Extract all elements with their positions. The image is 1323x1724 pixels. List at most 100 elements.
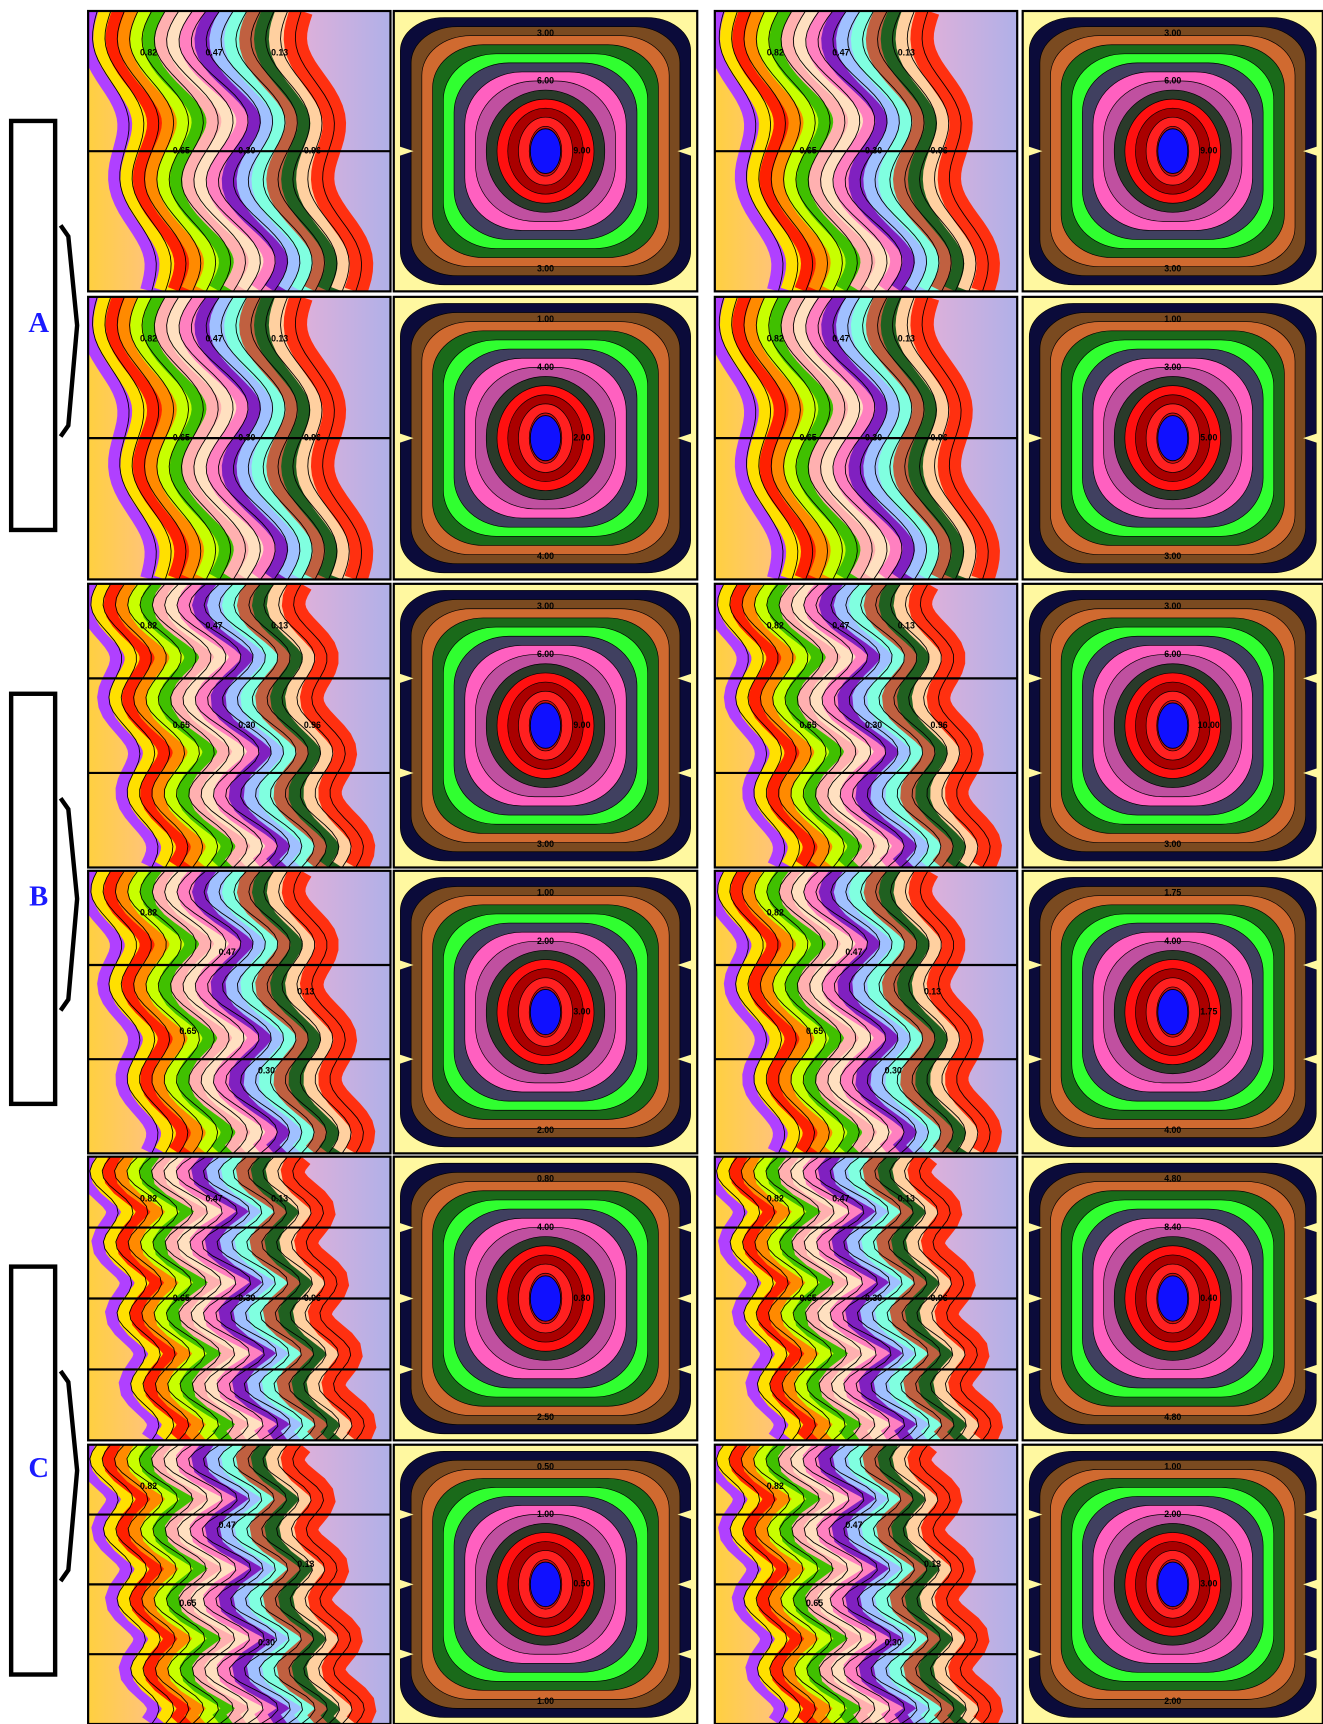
arrow [58, 796, 80, 1012]
contour-label: 0.65 [173, 1293, 190, 1303]
notch [677, 958, 698, 972]
contour-label: 0.82 [767, 334, 784, 344]
notch [1303, 1220, 1323, 1235]
contour-line [766, 583, 845, 868]
contour-label: 0.96 [931, 720, 948, 730]
contour-line [875, 870, 954, 1154]
panel: 0.82 0.65 0.47 0.30 0.13 0.96 [88, 10, 391, 292]
notch [1303, 1362, 1323, 1377]
contour-label: 0.13 [924, 987, 941, 997]
notch [677, 1220, 698, 1235]
core [529, 1561, 562, 1608]
contour-label: 0.47 [845, 1520, 862, 1530]
contour-label: 0.30 [238, 146, 255, 156]
panel-frame [87, 1443, 392, 1724]
contour-line [90, 583, 159, 868]
contour-label: 0.47 [206, 621, 223, 631]
contour-line [176, 870, 263, 1154]
notch [1303, 1052, 1323, 1066]
panel-frame [392, 582, 699, 869]
notch [393, 1362, 414, 1377]
contour-line [919, 870, 991, 1154]
contour-line [218, 870, 303, 1154]
bracket [8, 1264, 58, 1677]
contour-line [890, 870, 966, 1154]
contour-line [151, 583, 234, 868]
contour-line [102, 870, 174, 1154]
contour-label: 0.82 [140, 334, 157, 344]
notch [393, 766, 414, 780]
core [1157, 989, 1189, 1036]
contour-label: 6.00 [1164, 75, 1181, 85]
notch [1022, 1362, 1043, 1377]
contour-line [890, 583, 966, 868]
contour-line [176, 583, 263, 868]
contour-label: 4.00 [537, 1222, 554, 1232]
contour-line [293, 583, 364, 868]
contour-label: 0.47 [206, 1194, 223, 1204]
contour-label: 3.00 [537, 263, 554, 273]
contour-line [790, 870, 875, 1154]
contour-label: 0.30 [865, 432, 882, 442]
contour-line [919, 583, 991, 868]
contour-label: 0.47 [832, 1194, 849, 1204]
notch [1303, 431, 1323, 445]
contour-line [114, 870, 189, 1154]
panel: 1.75 4.00 1.75 4.00 [1022, 870, 1323, 1154]
contour-label: 0.82 [140, 1481, 157, 1491]
notch [677, 671, 698, 685]
contour-label: 0.47 [832, 621, 849, 631]
contour-label: 0.65 [173, 432, 190, 442]
panel-frame [713, 295, 1019, 581]
panel-frame [87, 582, 392, 869]
contour-label: 3.00 [1164, 362, 1181, 372]
contour-label: 0.30 [238, 1293, 255, 1303]
core [1157, 1561, 1189, 1608]
panel-frame [392, 869, 699, 1155]
panel-frame [87, 1155, 392, 1442]
contour-label: 1.00 [537, 888, 554, 898]
contour-label: 2.00 [1164, 1696, 1181, 1706]
contour-label: 3.00 [1164, 263, 1181, 273]
panel: 0.82 0.65 0.47 0.30 0.13 [88, 870, 391, 1154]
contour-line [753, 583, 830, 868]
contour-label: 0.30 [885, 1066, 902, 1076]
contour-line [875, 583, 954, 868]
panel-frame [392, 295, 699, 581]
contour-label: 0.82 [767, 1481, 784, 1491]
panel: 0.82 0.65 0.47 0.30 0.13 0.96 [88, 1156, 391, 1441]
contour-label: 3.00 [1164, 551, 1181, 561]
notch [393, 431, 414, 445]
panel: 3.00 6.00 9.00 3.00 [393, 10, 698, 292]
panel: 3.00 6.00 9.00 3.00 [1022, 10, 1323, 292]
contour-label: 1.00 [537, 1696, 554, 1706]
contour-label: 0.30 [865, 720, 882, 730]
contour-label: 4.00 [537, 362, 554, 372]
contour-label: 0.96 [304, 1293, 321, 1303]
bracket [8, 118, 58, 533]
contour-line [717, 870, 786, 1154]
contour-label: 0.65 [806, 1598, 823, 1608]
contour-line [766, 870, 845, 1154]
contour-label: 0.47 [832, 334, 849, 344]
contour-line [188, 583, 278, 868]
panel-frame [713, 869, 1019, 1155]
contour-line [830, 583, 917, 868]
notch [1022, 766, 1043, 780]
panel: 0.50 1.00 0.50 1.00 [393, 1444, 698, 1724]
contour-label: 2.00 [573, 432, 590, 442]
notch [1303, 1577, 1323, 1591]
contour-label: 0.65 [173, 720, 190, 730]
contour-line [102, 583, 174, 868]
contour-line [741, 583, 815, 868]
contour-line [233, 870, 315, 1154]
notch [1022, 1647, 1043, 1661]
notch [393, 671, 414, 685]
contour-label: 3.00 [537, 839, 554, 849]
panel: 1.00 4.00 2.00 4.00 [393, 296, 698, 580]
panel: 0.82 0.65 0.47 0.30 0.13 0.96 [714, 10, 1018, 292]
contour-label: 0.30 [865, 146, 882, 156]
contour-label: 0.47 [845, 947, 862, 957]
notch [1022, 1291, 1043, 1306]
contour-line [151, 870, 234, 1154]
